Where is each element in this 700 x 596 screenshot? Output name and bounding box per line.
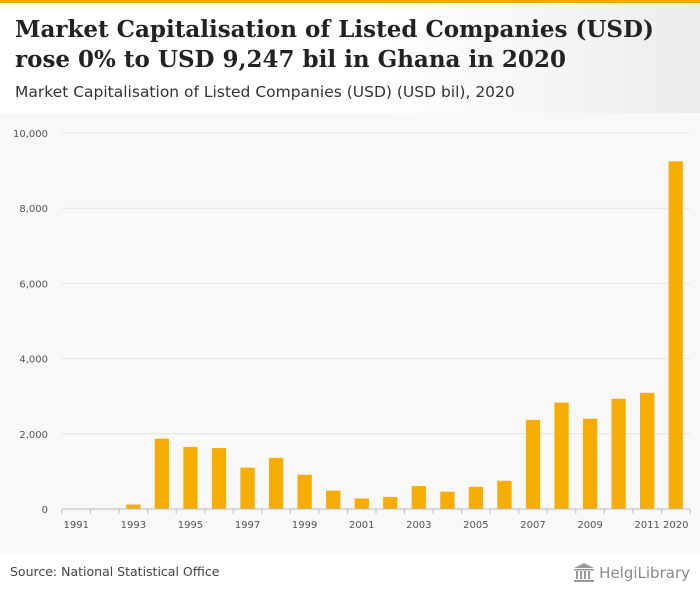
bar: [268, 457, 284, 509]
bar: [554, 402, 569, 509]
bar: [411, 486, 426, 509]
helgi-library-logo: HelgiLibrary: [573, 561, 690, 585]
accent-bar: [0, 0, 700, 3]
bar: [383, 496, 398, 509]
y-tick-label: 8,000: [19, 204, 48, 215]
y-tick-label: 6,000: [19, 279, 48, 290]
x-tick-label: 1995: [178, 520, 203, 531]
bar: [126, 504, 141, 509]
x-tick-label: 1999: [292, 520, 317, 531]
bar: [354, 498, 369, 509]
chart-header: Market Capitalisation of Listed Companie…: [0, 3, 700, 113]
x-tick-label: 2005: [463, 520, 488, 531]
bar: [640, 392, 655, 509]
source-note: Source: National Statistical Office: [10, 564, 220, 579]
x-tick-label: 2003: [406, 520, 431, 531]
bar: [668, 161, 683, 509]
logo-text: HelgiLibrary: [599, 564, 690, 582]
bar: [211, 448, 227, 509]
bar-chart: 0 2,000 4,000 6,000 8,000 10,000 1991 1993 1995 1…: [13, 129, 691, 531]
library-building-icon: [574, 563, 595, 582]
bar: [326, 490, 341, 509]
chart-title: Market Capitalisation of Listed Companie…: [15, 16, 654, 73]
bar: [468, 486, 484, 509]
chart-subtitle: Market Capitalisation of Listed Companie…: [15, 83, 515, 101]
x-tick-label: 2001: [349, 520, 374, 531]
bar: [582, 418, 598, 509]
y-tick-label: 0: [42, 505, 48, 516]
bar: [525, 419, 541, 509]
x-tick-label: 2009: [577, 520, 602, 531]
bar: [297, 474, 312, 509]
bar: [611, 398, 626, 509]
bar: [497, 480, 512, 509]
y-tick-label: 2,000: [19, 430, 48, 441]
x-tick-label: 1997: [235, 520, 260, 531]
x-tick-label: 2020: [663, 520, 688, 531]
y-tick-label: 4,000: [19, 355, 48, 366]
x-tick-label: 1993: [121, 520, 146, 531]
bar: [440, 491, 455, 509]
x-tick-label: 2011: [634, 520, 659, 531]
y-tick-label: 10,000: [13, 129, 48, 140]
plot-area: 0 2,000 4,000 6,000 8,000 10,000 1991 1993 1995 1…: [0, 113, 700, 553]
x-tick-label: 2007: [520, 520, 545, 531]
x-tick-label: 1991: [64, 520, 89, 531]
bar: [240, 467, 255, 509]
bar: [154, 438, 170, 509]
bar: [183, 446, 198, 509]
